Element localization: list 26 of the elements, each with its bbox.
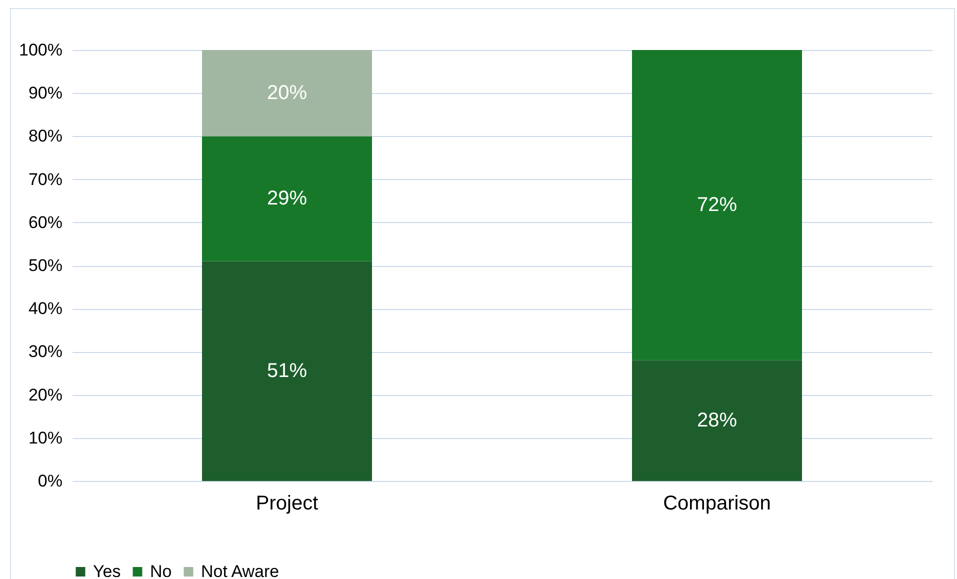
data-label: 29% <box>266 188 308 210</box>
x-tick-label: Project <box>256 492 319 514</box>
legend-label: Yes <box>93 562 121 579</box>
legend-label: Not Aware <box>201 562 280 579</box>
data-label: 51% <box>266 360 308 382</box>
y-tick-label: 30% <box>28 342 62 362</box>
legend-label: No <box>150 562 172 579</box>
bar <box>632 360 802 481</box>
bar <box>202 261 372 481</box>
x-tick-label: Comparison <box>663 492 771 514</box>
y-tick-label: 10% <box>28 428 62 448</box>
y-tick-label: 40% <box>28 299 62 318</box>
y-tick-label: 20% <box>28 385 62 404</box>
y-tick-label: 60% <box>28 212 62 232</box>
data-label: 72% <box>696 194 738 216</box>
bar <box>632 50 802 360</box>
data-label: 20% <box>266 82 308 104</box>
y-tick-label: 100% <box>19 40 62 60</box>
y-tick-label: 70% <box>28 170 62 189</box>
bar <box>202 136 372 262</box>
y-tick-label: 50% <box>28 256 62 275</box>
data-label: 28% <box>696 410 738 432</box>
y-tick-label: 0% <box>38 472 62 490</box>
y-tick-label: 90% <box>28 84 62 103</box>
y-tick-label: 80% <box>28 126 62 146</box>
bar <box>202 50 372 136</box>
